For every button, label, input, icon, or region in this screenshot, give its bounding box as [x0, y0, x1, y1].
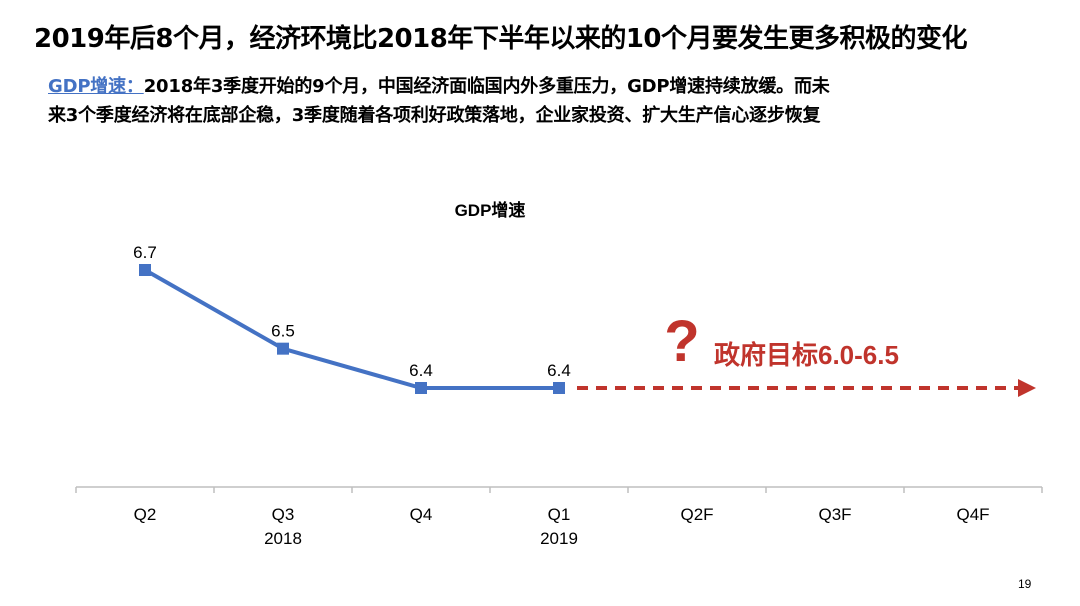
gdp-series-line	[144, 268, 559, 390]
data-label: 6.4	[547, 361, 571, 380]
question-mark: ?	[664, 309, 699, 374]
x-tick-label: Q2F	[680, 505, 713, 524]
forecast-arrowhead	[1018, 379, 1036, 397]
data-point-marker	[415, 382, 427, 394]
chart-title: GDP增速	[455, 200, 526, 220]
slide-title: 2019年后8个月，经济环境比2018年下半年以来的10个月要发生更多积极的变化	[34, 24, 968, 54]
data-label: 6.5	[271, 322, 295, 341]
x-year-label: 2019	[540, 529, 578, 548]
forecast-annotation: 政府目标6.0-6.5	[714, 340, 899, 370]
data-point-marker	[277, 342, 289, 355]
x-tick-label: Q4	[410, 505, 433, 524]
x-year-label: 2018	[264, 529, 302, 548]
summary-text: GDP增速：2018年3季度开始的9个月，中国经济面临国内外多重压力，GDP增速…	[48, 72, 1048, 130]
x-tick-label: Q3F	[818, 505, 851, 524]
data-label: 6.7	[133, 243, 157, 262]
gdp-growth-link[interactable]: GDP增速：	[48, 76, 144, 97]
x-tick-label: Q2	[134, 505, 157, 524]
x-tick-label: Q3	[272, 505, 295, 524]
summary-line-1-text: 2018年3季度开始的9个月，中国经济面临国内外多重压力，GDP增速持续放缓。而…	[143, 76, 830, 97]
x-tick-label: Q1	[548, 505, 571, 524]
data-label: 6.4	[409, 361, 433, 380]
summary-line-1: GDP增速：2018年3季度开始的9个月，中国经济面临国内外多重压力，GDP增速…	[48, 72, 1048, 101]
data-point-marker	[553, 382, 565, 394]
summary-line-2: 来3个季度经济将在底部企稳，3季度随着各项利好政策落地，企业家投资、扩大生产信心…	[48, 105, 821, 126]
x-tick-label: Q4F	[956, 505, 989, 524]
data-point-marker	[139, 264, 151, 276]
page-number: 19	[1018, 577, 1032, 591]
